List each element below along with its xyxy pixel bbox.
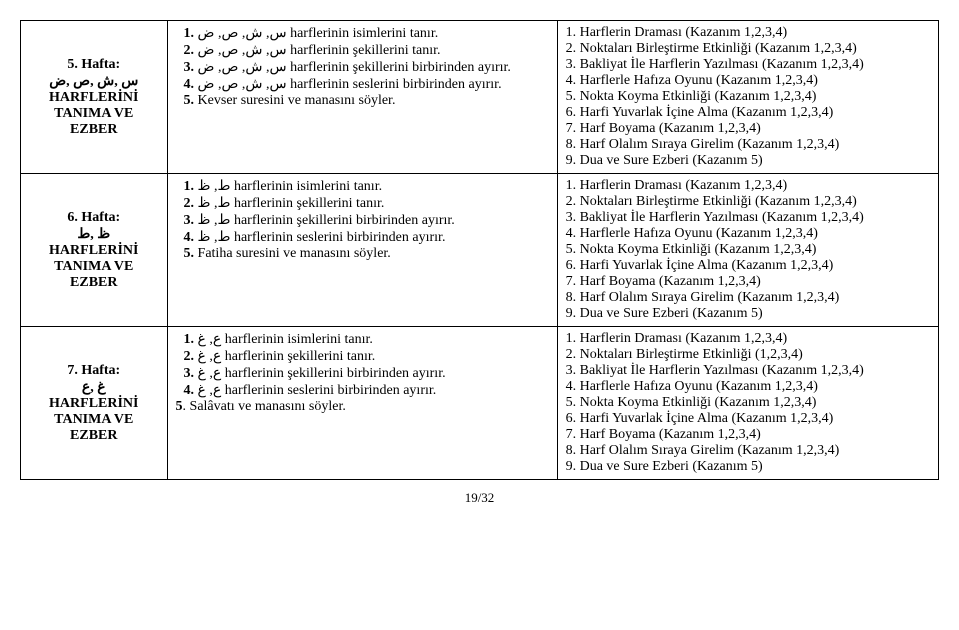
activity: 8. Harf Olalım Sıraya Girelim (Kazanım 1… <box>566 443 930 459</box>
week-sub: EZBER <box>29 122 159 138</box>
objective: س, ش, ص, ض harflerinin şekillerini tanır… <box>198 43 441 58</box>
activity: 4. Harflerle Hafıza Oyunu (Kazanım 1,2,3… <box>566 226 930 242</box>
objective: س, ش, ص, ض harflerinin isimlerini tanır. <box>198 26 439 41</box>
activity: 2. Noktaları Birleştirme Etkinliği (1,2,… <box>566 347 930 363</box>
week-title: 7. Hafta: <box>29 363 159 379</box>
week-sub: HARFLERİNİ <box>29 243 159 259</box>
activity: 3. Bakliyat İle Harflerin Yazılması (Kaz… <box>566 210 930 226</box>
table-row: 7. Hafta: غ ,ع HARFLERİNİ TANIMA VE EZBE… <box>21 327 939 480</box>
objective-num: 5 <box>176 399 183 414</box>
activities-cell: 1. Harflerin Draması (Kazanım 1,2,3,4) 2… <box>557 174 938 327</box>
table-row: 6. Hafta: ظ ,ط HARFLERİNİ TANIMA VE EZBE… <box>21 174 939 327</box>
objectives-list: ط, ظ harflerinin isimlerini tanır. ط, ظ … <box>176 178 549 262</box>
week-sub: HARFLERİNİ <box>29 90 159 106</box>
table-row: 5. Hafta: س ,ش ,ص ,ض HARFLERİNİ TANIMA V… <box>21 21 939 174</box>
objectives-cell: ط, ظ harflerinin isimlerini tanır. ط, ظ … <box>167 174 557 327</box>
week-sub: TANIMA VE <box>29 412 159 428</box>
activity: 9. Dua ve Sure Ezberi (Kazanım 5) <box>566 153 930 169</box>
activity: 8. Harf Olalım Sıraya Girelim (Kazanım 1… <box>566 290 930 306</box>
activity: 6. Harfi Yuvarlak İçine Alma (Kazanım 1,… <box>566 258 930 274</box>
objective: ط, ظ harflerinin şekillerini birbirinden… <box>198 213 455 228</box>
activity: 1. Harflerin Draması (Kazanım 1,2,3,4) <box>566 178 930 194</box>
activity: 1. Harflerin Draması (Kazanım 1,2,3,4) <box>566 331 930 347</box>
objective-line: 5. Salâvatı ve manasını söyler. <box>176 399 549 415</box>
activity: 5. Nokta Koyma Etkinliği (Kazanım 1,2,3,… <box>566 89 930 105</box>
activity: 7. Harf Boyama (Kazanım 1,2,3,4) <box>566 274 930 290</box>
week-title: 5. Hafta: <box>29 57 159 73</box>
activity: 5. Nokta Koyma Etkinliği (Kazanım 1,2,3,… <box>566 395 930 411</box>
objective: Fatiha suresini ve manasını söyler. <box>198 246 391 261</box>
week-sub: EZBER <box>29 275 159 291</box>
week-sub: EZBER <box>29 428 159 444</box>
objective: ط, ظ harflerinin seslerini birbirinden a… <box>198 230 446 245</box>
week-letters: غ ,ع <box>29 379 159 396</box>
activity: 3. Bakliyat İle Harflerin Yazılması (Kaz… <box>566 57 930 73</box>
objective: ط, ظ harflerinin isimlerini tanır. <box>198 179 383 194</box>
activity: 7. Harf Boyama (Kazanım 1,2,3,4) <box>566 121 930 137</box>
week-letters: س ,ش ,ص ,ض <box>29 73 159 90</box>
page-number: 19/32 <box>20 490 939 506</box>
activity: 1. Harflerin Draması (Kazanım 1,2,3,4) <box>566 25 930 41</box>
objectives-cell: ع, غ harflerinin isimlerini tanır. ع, غ … <box>167 327 557 480</box>
objective: ط, ظ harflerinin şekillerini tanır. <box>198 196 385 211</box>
activity: 7. Harf Boyama (Kazanım 1,2,3,4) <box>566 427 930 443</box>
activity: 3. Bakliyat İle Harflerin Yazılması (Kaz… <box>566 363 930 379</box>
week-sub: HARFLERİNİ <box>29 396 159 412</box>
activity: 8. Harf Olalım Sıraya Girelim (Kazanım 1… <box>566 137 930 153</box>
objective: ع, غ harflerinin şekillerini birbirinden… <box>198 366 446 381</box>
week-sub: TANIMA VE <box>29 259 159 275</box>
activity: 4. Harflerle Hafıza Oyunu (Kazanım 1,2,3… <box>566 73 930 89</box>
activity: 4. Harflerle Hafıza Oyunu (Kazanım 1,2,3… <box>566 379 930 395</box>
activity: 2. Noktaları Birleştirme Etkinliği (Kaza… <box>566 41 930 57</box>
activity: 9. Dua ve Sure Ezberi (Kazanım 5) <box>566 306 930 322</box>
activity: 6. Harfi Yuvarlak İçine Alma (Kazanım 1,… <box>566 411 930 427</box>
activity: 9. Dua ve Sure Ezberi (Kazanım 5) <box>566 459 930 475</box>
objectives-list: ع, غ harflerinin isimlerini tanır. ع, غ … <box>176 331 549 399</box>
activity: 6. Harfi Yuvarlak İçine Alma (Kazanım 1,… <box>566 105 930 121</box>
week-cell: 5. Hafta: س ,ش ,ص ,ض HARFLERİNİ TANIMA V… <box>21 21 168 174</box>
objective: Kevser suresini ve manasını söyler. <box>198 93 396 108</box>
objectives-cell: س, ش, ص, ض harflerinin isimlerini tanır.… <box>167 21 557 174</box>
objective: س, ش, ص, ض harflerinin seslerini birbiri… <box>198 77 502 92</box>
objective: ع, غ harflerinin isimlerini tanır. <box>198 332 373 347</box>
activities-cell: 1. Harflerin Draması (Kazanım 1,2,3,4) 2… <box>557 327 938 480</box>
objective: ع, غ harflerinin seslerini birbirinden a… <box>198 383 437 398</box>
week-title: 6. Hafta: <box>29 210 159 226</box>
activities-cell: 1. Harflerin Draması (Kazanım 1,2,3,4) 2… <box>557 21 938 174</box>
curriculum-table: 5. Hafta: س ,ش ,ص ,ض HARFLERİNİ TANIMA V… <box>20 20 939 480</box>
objective: س, ش, ص, ض harflerinin şekillerini birbi… <box>198 60 511 75</box>
objective: ع, غ harflerinin şekillerini tanır. <box>198 349 376 364</box>
week-letters: ظ ,ط <box>29 226 159 243</box>
activity: 2. Noktaları Birleştirme Etkinliği (Kaza… <box>566 194 930 210</box>
objectives-list: س, ش, ص, ض harflerinin isimlerini tanır.… <box>176 25 549 109</box>
activity: 5. Nokta Koyma Etkinliği (Kazanım 1,2,3,… <box>566 242 930 258</box>
week-cell: 7. Hafta: غ ,ع HARFLERİNİ TANIMA VE EZBE… <box>21 327 168 480</box>
objective-text: . Salâvatı ve manasını söyler. <box>183 399 346 414</box>
week-cell: 6. Hafta: ظ ,ط HARFLERİNİ TANIMA VE EZBE… <box>21 174 168 327</box>
week-sub: TANIMA VE <box>29 106 159 122</box>
